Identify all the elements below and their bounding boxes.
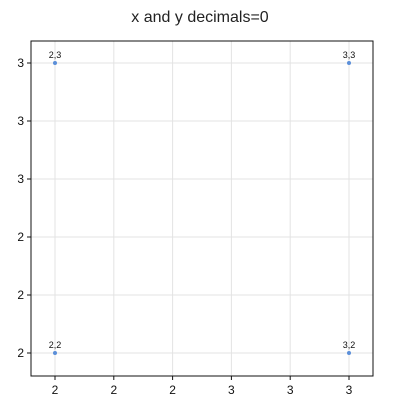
data-label: 3,3 <box>343 50 356 60</box>
y-tick-label: 2 <box>17 346 24 360</box>
x-tick-label: 3 <box>287 383 294 397</box>
x-axis: 2 2 2 3 3 3 <box>52 376 353 397</box>
y-tick-label: 3 <box>17 114 24 128</box>
data-point <box>347 61 351 65</box>
y-tick-label: 2 <box>17 230 24 244</box>
data-point <box>53 61 57 65</box>
x-tick-label: 2 <box>110 383 117 397</box>
y-axis: 2 2 2 3 3 3 <box>17 56 31 360</box>
data-label: 2,3 <box>49 50 62 60</box>
data-label: 2,2 <box>49 340 62 350</box>
x-tick-label: 3 <box>346 383 353 397</box>
y-tick-label: 3 <box>17 56 24 70</box>
y-tick-label: 3 <box>17 172 24 186</box>
x-tick-label: 3 <box>228 383 235 397</box>
chart-title: x and y decimals=0 <box>131 9 269 26</box>
y-tick-label: 2 <box>17 288 24 302</box>
data-label: 3,2 <box>343 340 356 350</box>
data-point <box>53 351 57 355</box>
x-tick-label: 2 <box>52 383 59 397</box>
x-tick-label: 2 <box>169 383 176 397</box>
plot-area <box>31 41 373 376</box>
data-point <box>347 351 351 355</box>
